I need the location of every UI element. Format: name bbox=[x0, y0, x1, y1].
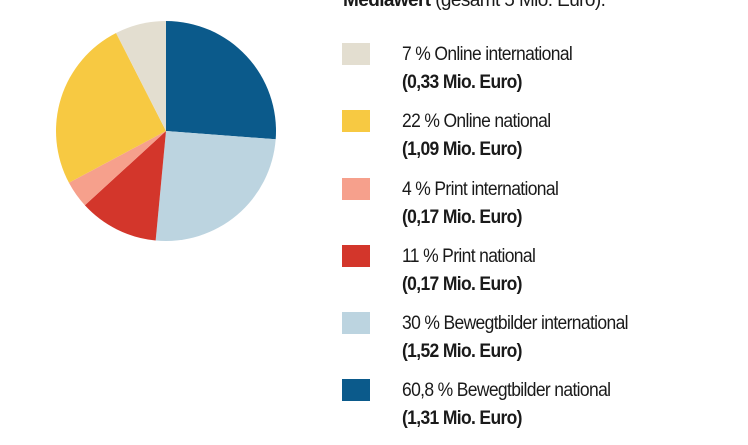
legend-swatch bbox=[342, 312, 370, 335]
pie-slice-online-national bbox=[56, 32, 166, 183]
legend-amount: (1,09 Mio. Euro) bbox=[402, 139, 522, 161]
legend-label: 4 % Print international bbox=[402, 178, 559, 200]
legend-amount: (0,17 Mio. Euro) bbox=[402, 273, 522, 295]
legend-swatch bbox=[342, 110, 370, 133]
legend-amount: (1,52 Mio. Euro) bbox=[402, 341, 522, 363]
pie-slice-online-international bbox=[116, 21, 166, 131]
legend-swatch bbox=[342, 244, 370, 267]
legend-swatch bbox=[342, 379, 370, 402]
legend-amount: (0,33 Mio. Euro) bbox=[402, 72, 522, 93]
legend-text: 60,8 % Bewegtbilder national (1,31 Mio. E… bbox=[402, 377, 611, 433]
legend-amount: (1,31 Mio. Euro) bbox=[402, 408, 522, 430]
legend-label: 60,8 % Bewegtbilder national bbox=[402, 380, 611, 402]
legend-amount: (0,17 Mio. Euro) bbox=[402, 206, 522, 228]
legend-text: 30 % Bewegtbilder international (1,52 Mio… bbox=[402, 310, 629, 366]
legend-text: 11 % Print national (0,17 Mio. Euro) bbox=[402, 243, 536, 299]
legend-swatch bbox=[342, 43, 370, 65]
pie-slice-print-national bbox=[84, 131, 166, 241]
pie-slice-bewegtbilder-national bbox=[166, 20, 277, 140]
chart-title: Mediawert (gesamt 5 Mio. Euro). bbox=[343, 0, 606, 12]
legend-label: 30 % Bewegtbilder international bbox=[402, 313, 629, 335]
chart-title-rest: (gesamt 5 Mio. Euro). bbox=[430, 0, 606, 11]
pie-slice-print-international bbox=[68, 131, 166, 206]
legend-text: 4 % Print international (0,17 Mio. Euro) bbox=[402, 176, 559, 232]
pie-chart bbox=[56, 20, 277, 241]
legend-swatch bbox=[342, 177, 370, 200]
chart-title-strong: Mediawert bbox=[343, 0, 431, 11]
pie-slice-bewegtbilder-international bbox=[155, 131, 276, 241]
legend-text: 22 % Online national (1,09 Mio. Euro) bbox=[402, 108, 551, 164]
legend-text: 7 % Online international (0,33 Mio. Euro) bbox=[402, 41, 573, 97]
legend-label: 11 % Print national bbox=[402, 245, 536, 267]
legend-label: 22 % Online national bbox=[402, 111, 551, 133]
legend-label: 7 % Online international bbox=[402, 44, 573, 65]
